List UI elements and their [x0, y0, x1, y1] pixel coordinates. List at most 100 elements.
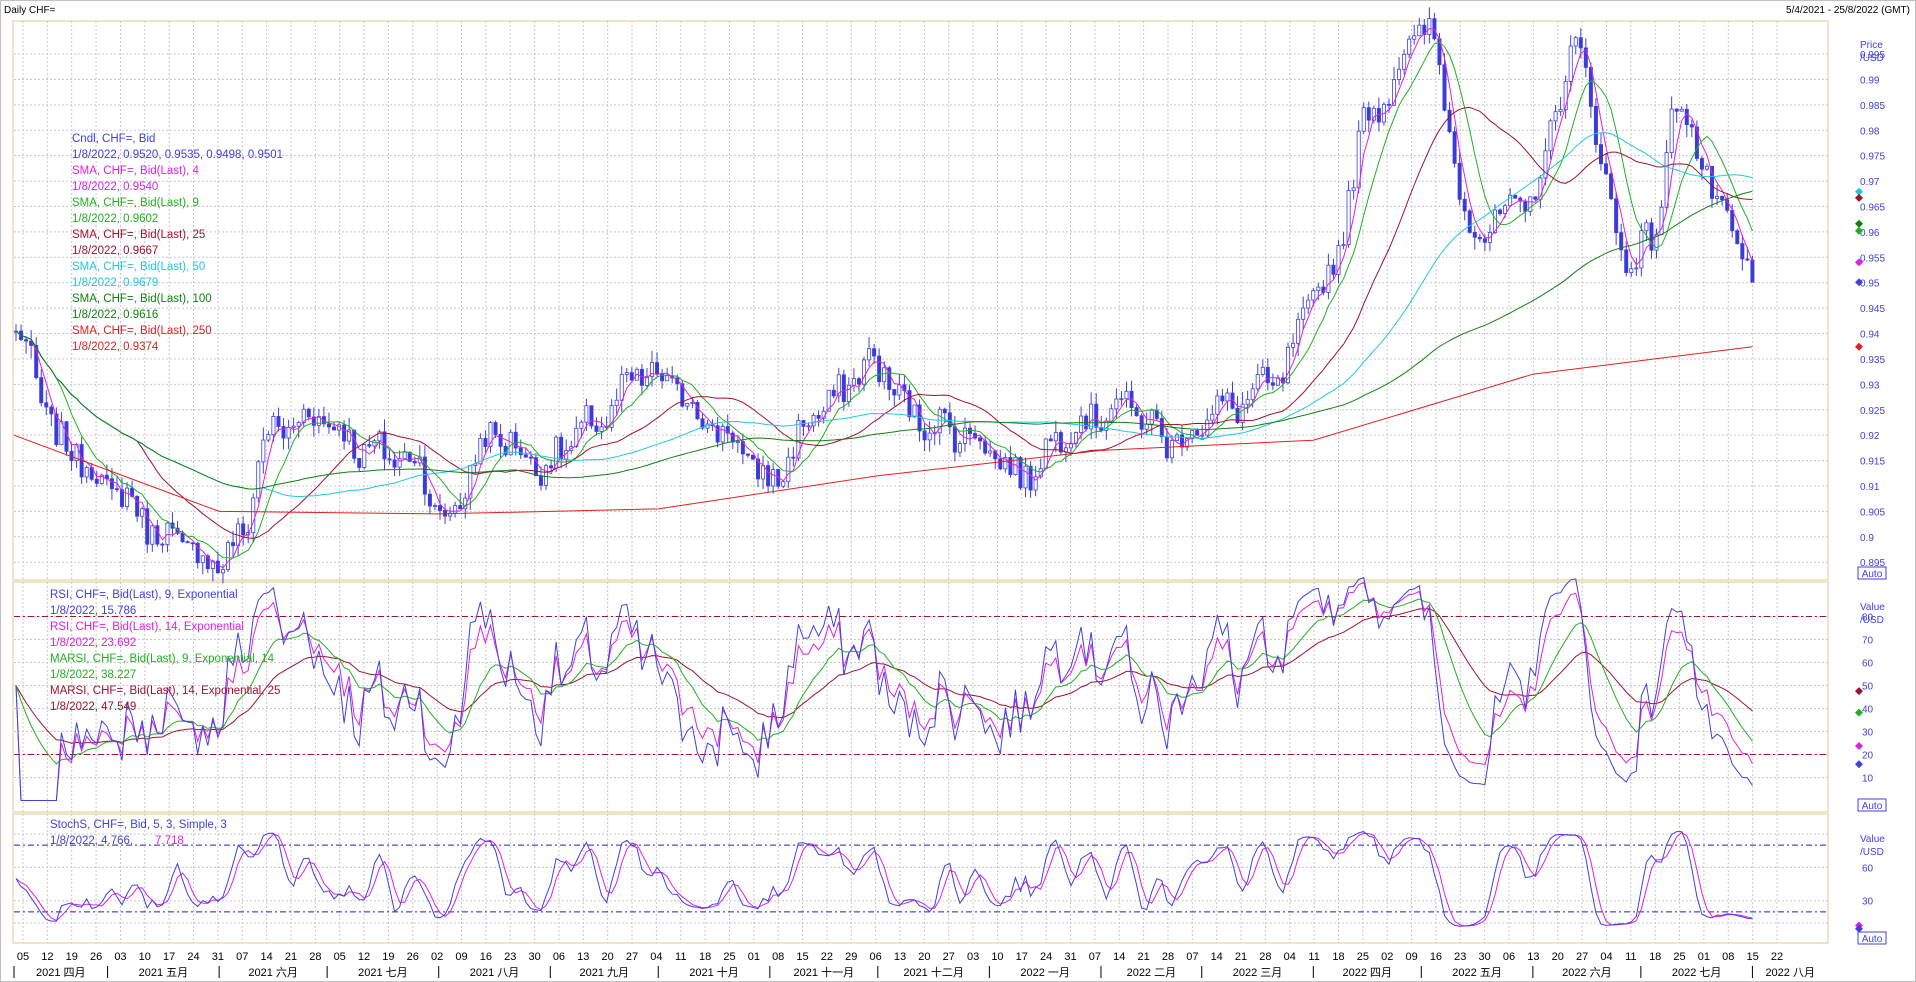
price-tick: 0.915: [1860, 457, 1885, 468]
candle-body: [922, 430, 927, 441]
candle-body: [44, 402, 49, 408]
candle-body: [1250, 388, 1255, 401]
candle-body: [114, 488, 119, 491]
candle-body: [291, 425, 296, 428]
candle-body: [286, 427, 291, 439]
candle-body: [1301, 307, 1306, 320]
candle-body: [1427, 18, 1432, 35]
x-tick-label: 04: [1284, 951, 1296, 963]
candle-body: [533, 457, 538, 477]
candle-body: [690, 401, 695, 404]
date-range: 5/4/2021 - 25/8/2022 (GMT): [1786, 5, 1910, 16]
candle-body: [1079, 415, 1084, 433]
candle-body: [438, 505, 443, 511]
rsi14-line: [15, 581, 1753, 801]
price-tick: 0.895: [1860, 558, 1885, 569]
stoch-auto-button[interactable]: Auto: [1857, 931, 1887, 945]
candle-body: [1240, 403, 1245, 424]
last-value-marker: [1855, 226, 1863, 235]
month-label: 2022 六月: [1562, 966, 1612, 979]
rsi-legend-item: 1/8/2022, 15.786: [50, 605, 136, 617]
candle-body: [120, 489, 125, 507]
price-tick: 0.97: [1860, 177, 1880, 188]
candle-body: [594, 425, 599, 432]
candle-body: [1245, 399, 1250, 405]
candle-body: [24, 339, 29, 342]
price-auto-button[interactable]: Auto: [1857, 566, 1887, 580]
candle-body: [740, 441, 745, 455]
candle-body: [1028, 465, 1033, 491]
rsi-tick: 10: [1862, 774, 1874, 785]
sma100-line: [15, 190, 1753, 490]
x-tick-label: 15: [1747, 951, 1759, 963]
price-tick: 0.965: [1860, 202, 1885, 213]
window-title: Daily CHF=: [4, 5, 56, 16]
candle-body: [998, 458, 1003, 470]
x-tick-label: 03: [967, 951, 979, 963]
month-label: 2021 十二月: [903, 965, 964, 979]
candle-body: [1598, 144, 1603, 165]
candle-body: [352, 429, 357, 459]
stoch-legend-item: StochS, CHF=, Bid, 5, 3, Simple, 3: [50, 819, 227, 831]
candle-body: [1361, 107, 1366, 132]
candle-body: [1402, 53, 1407, 70]
candle-body: [357, 457, 362, 468]
rsi9-line: [15, 576, 1753, 801]
candle-body: [1634, 267, 1639, 270]
candle-body: [427, 493, 432, 507]
x-tick-label: 20: [918, 951, 930, 963]
sma4-line: [15, 27, 1753, 569]
candle-body: [1412, 35, 1417, 40]
stoch-axis: Value/USD 60 30: [1855, 834, 1885, 933]
candle-body: [851, 378, 856, 386]
candle-body: [816, 414, 821, 419]
candle-body: [367, 444, 372, 447]
candle-body: [1407, 38, 1412, 55]
candle-body: [231, 542, 236, 547]
candle-body: [1089, 403, 1094, 430]
x-tick-label: 08: [772, 951, 784, 963]
candle-body: [412, 461, 417, 464]
candle-body: [1397, 68, 1402, 80]
candle-body: [1114, 398, 1119, 410]
price-legend-item: SMA, CHF=, Bid(Last), 25: [72, 229, 205, 241]
rsi-auto-button[interactable]: Auto: [1857, 798, 1887, 812]
x-tick-label: 21: [285, 951, 297, 963]
x-tick-label: 30: [528, 951, 540, 963]
price-tick: 0.905: [1860, 507, 1885, 518]
rsi-axis-title: /USD: [1860, 615, 1884, 626]
rsi-legend-item: 1/8/2022, 47.549: [50, 701, 136, 713]
last-value-marker: [1855, 687, 1863, 696]
candle-body: [256, 461, 261, 499]
month-label: 2021 五月: [139, 967, 189, 979]
candle-body: [1094, 403, 1099, 428]
candle-body: [1644, 222, 1649, 232]
candle-body: [84, 467, 89, 478]
rsi-tick: 80: [1862, 613, 1874, 624]
rsi-legend-item: MARSI, CHF=, Bid(Last), 9, Exponential, …: [50, 653, 275, 665]
candle-body: [1462, 198, 1467, 212]
stoch-k-line: [15, 831, 1753, 927]
candle-body: [846, 384, 851, 403]
candle-body: [200, 555, 205, 564]
rsi-legend-item: RSI, CHF=, Bid(Last), 14, Exponential: [50, 621, 244, 633]
candle-body: [937, 408, 942, 434]
sma9-line: [15, 41, 1753, 559]
x-tick-label: 10: [991, 951, 1003, 963]
rsi-tick: 70: [1862, 636, 1874, 647]
candle-body: [1331, 264, 1336, 275]
candle-body: [599, 426, 604, 432]
candle-body: [1392, 79, 1397, 106]
candle-body: [1048, 438, 1053, 442]
candle-body: [1750, 259, 1755, 283]
candle-body: [220, 569, 225, 574]
candle-body: [483, 437, 488, 448]
candle-body: [1629, 268, 1634, 274]
candle-body: [1578, 37, 1583, 49]
candle-body: [665, 375, 670, 382]
candle-body: [619, 373, 624, 401]
candle-body: [988, 450, 993, 454]
x-tick-label: 21: [1137, 951, 1149, 963]
candle-body: [1180, 434, 1185, 448]
price-legend-item: 1/8/2022, 0.9520, 0.9535, 0.9498, 0.9501: [72, 149, 283, 161]
